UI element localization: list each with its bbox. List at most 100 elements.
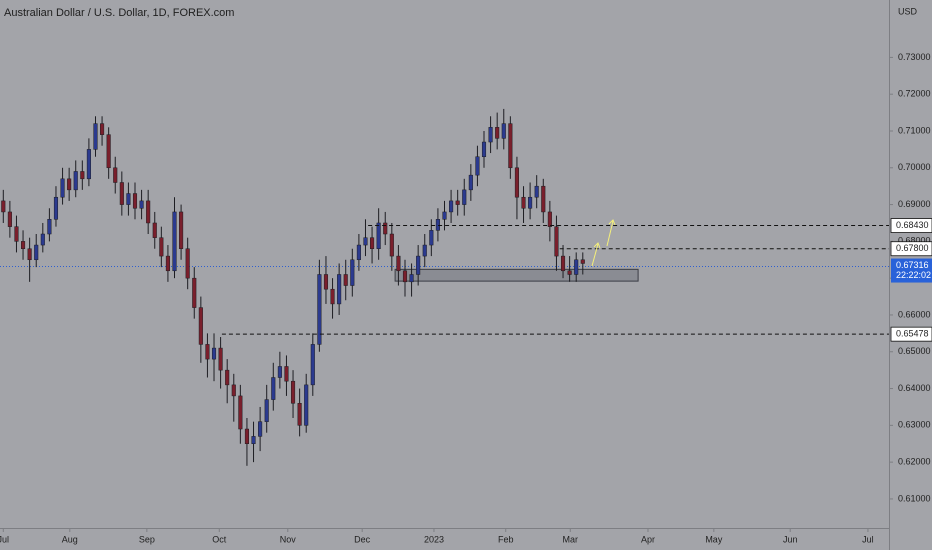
level-label-box [890, 241, 932, 257]
candle-body [152, 222, 157, 238]
y-tick-label: 0.70000 [898, 162, 931, 172]
x-tick-label: Apr [641, 534, 655, 544]
candle-body [508, 123, 513, 169]
candle-body [370, 237, 375, 249]
last-price-label: 0.67316 [896, 260, 929, 270]
candle-body [93, 123, 98, 150]
candle-body [205, 344, 210, 360]
candle-body [119, 182, 124, 205]
candle-body [258, 421, 263, 437]
candle-body [100, 123, 105, 135]
candle-body [264, 399, 269, 422]
x-tick-label: May [705, 534, 723, 544]
level-label: 0.68430 [896, 220, 929, 230]
candle-body [528, 196, 533, 209]
x-tick-label: Mar [563, 534, 579, 544]
candle-body [238, 395, 243, 430]
y-tick-label: 0.61000 [898, 493, 931, 503]
last-price-box [891, 258, 932, 283]
x-tick-label: Sep [139, 534, 155, 544]
candle-body [80, 171, 85, 180]
candle-body [310, 344, 315, 386]
candle-body [541, 185, 546, 213]
candle-body [304, 384, 309, 426]
level-label: 0.65478 [896, 329, 929, 339]
candle-body [337, 274, 342, 305]
x-tick-label: Aug [62, 534, 78, 544]
candle-body [132, 193, 138, 209]
candle-body [211, 347, 217, 360]
candle-body [20, 241, 26, 249]
candle-body [350, 259, 355, 286]
x-tick-label: Jul [0, 534, 9, 544]
candle-body [67, 178, 72, 191]
candle-body [277, 366, 282, 378]
candle-body [40, 233, 45, 246]
candle-body [172, 211, 177, 272]
arrow-head [593, 242, 601, 249]
candle-body [73, 171, 78, 191]
countdown-label: 22:22:02 [896, 270, 931, 280]
candle-body [185, 248, 190, 279]
candle-body [514, 167, 519, 198]
candle-body [297, 403, 302, 426]
level-label-box [890, 326, 932, 342]
candle-body [34, 244, 39, 261]
candle-body [521, 196, 526, 209]
candle-body [225, 369, 230, 386]
y-tick-label: 0.62000 [898, 457, 931, 467]
y-tick-label: 0.66000 [898, 309, 931, 319]
arrow [591, 243, 599, 267]
candle-body [416, 255, 421, 275]
candle-body [363, 237, 368, 246]
candle-body [580, 259, 585, 264]
candle-body [376, 222, 381, 249]
candle-body [139, 200, 144, 209]
candle-body [409, 274, 414, 283]
candle-body [1, 200, 6, 213]
candle-body [47, 219, 52, 235]
y-tick-label: 0.63000 [898, 420, 931, 430]
x-tick-label: Feb [498, 534, 514, 544]
candle-body [501, 123, 506, 139]
candle-body [481, 141, 487, 157]
candle-body [330, 288, 335, 305]
candle-body [435, 219, 440, 231]
candle-body [159, 237, 164, 257]
candle-body [488, 127, 493, 143]
candle-body [468, 174, 473, 191]
y-tick-label: 0.68000 [898, 236, 931, 246]
candle-body [27, 248, 32, 261]
y-tick-label: 0.64000 [898, 383, 931, 393]
candle-body [198, 307, 203, 345]
y-tick-label: 0.73000 [898, 52, 931, 62]
candle-body [317, 274, 322, 345]
candle-body [574, 259, 579, 275]
candle-body [290, 380, 296, 404]
x-tick-label: Nov [280, 534, 297, 544]
candle-body [192, 277, 197, 308]
level-label-box [890, 218, 932, 233]
candle-body [396, 255, 401, 272]
candle-body [554, 226, 559, 257]
candle-body [442, 211, 447, 220]
candle-body [547, 211, 552, 227]
candle-body [126, 193, 131, 205]
candle-body [165, 255, 170, 272]
candle-body [251, 436, 256, 444]
x-tick-label: Jul [862, 534, 874, 544]
y-tick-label: 0.72000 [898, 89, 931, 99]
candle-body [449, 200, 454, 213]
chart-title: Australian Dollar / U.S. Dollar, 1D, FOR… [4, 7, 234, 19]
candle-body [284, 366, 289, 382]
candle-body [86, 149, 91, 180]
x-tick-label: Jun [783, 534, 798, 544]
candle-body [462, 189, 467, 205]
candle-body [7, 211, 12, 227]
candle-body [14, 226, 19, 242]
candle-body [356, 244, 361, 261]
arrow [606, 220, 614, 247]
candle-body [323, 274, 329, 290]
